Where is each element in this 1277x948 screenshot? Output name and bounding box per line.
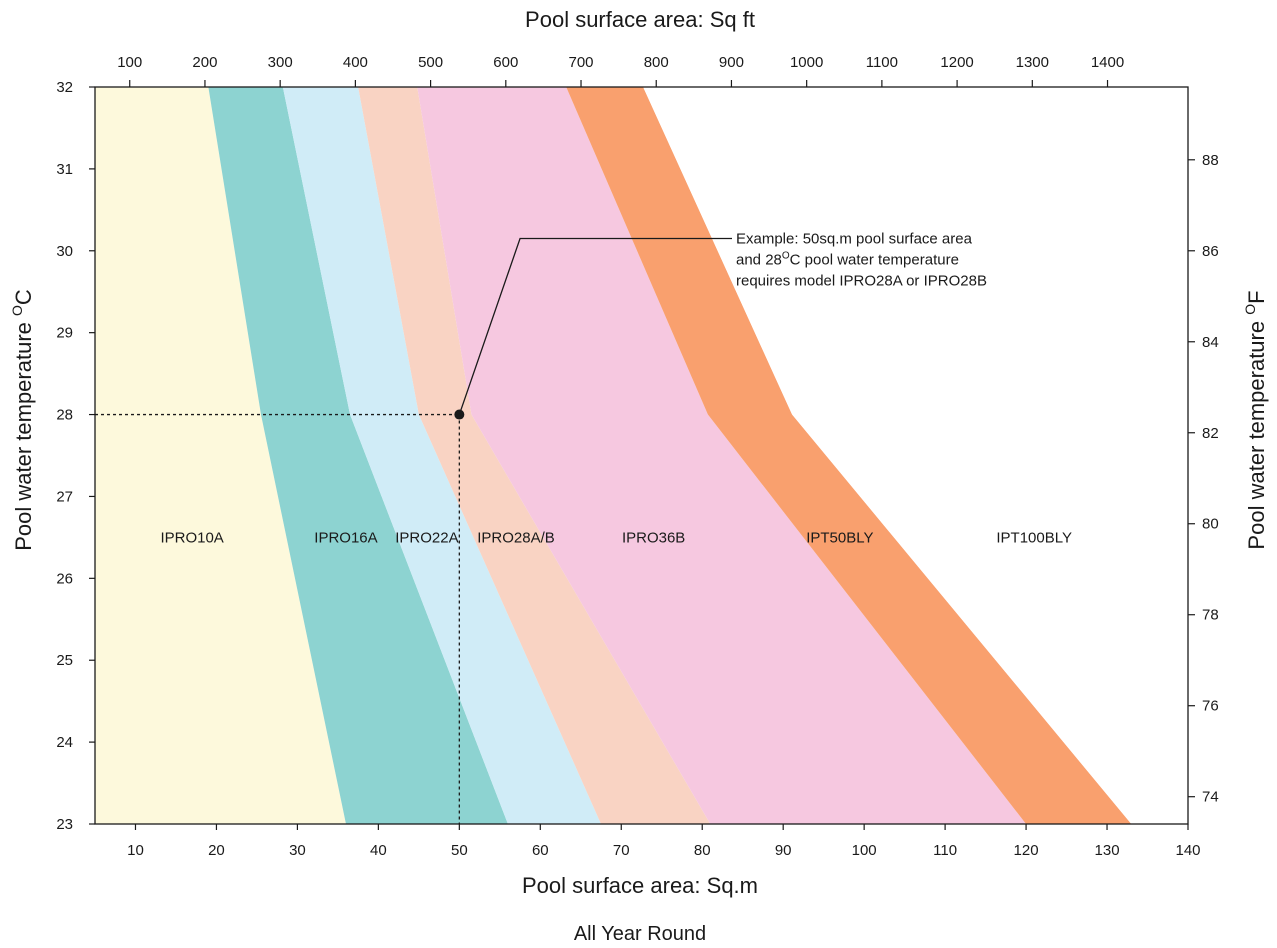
plot-frame	[94, 86, 1189, 825]
x-axis-title: Pool surface area: Sq.m	[522, 873, 758, 898]
chart-caption: All Year Round	[574, 923, 706, 945]
y2-tick-label: 74	[1202, 789, 1219, 806]
x2-tick-label: 1300	[1016, 54, 1049, 71]
y-tick-label: 23	[56, 816, 73, 833]
x2-tick-label: 200	[192, 54, 217, 71]
band-ipt50bly	[566, 87, 1132, 824]
y-tick-label: 26	[56, 570, 73, 587]
y-tick-label: 32	[56, 79, 73, 96]
example-note-superscript: O	[782, 250, 790, 261]
x2-tick-label: 400	[343, 54, 368, 71]
x-tick-label: 10	[127, 842, 144, 859]
x-tick-label: 110	[933, 842, 957, 859]
band-label-ipro16a: IPRO16A	[314, 529, 377, 546]
band-ipt100bly	[643, 87, 1188, 824]
y2-tick-label: 80	[1202, 516, 1219, 533]
x2-tick-label: 500	[418, 54, 443, 71]
y2-tick-label: 76	[1202, 698, 1219, 715]
x2-tick-label: 800	[644, 54, 669, 71]
x2-tick-label: 1200	[940, 54, 973, 71]
x-tick-label: 100	[852, 842, 877, 859]
example-note-text: Example: 50sq.m pool surface area	[736, 230, 973, 247]
band-label-ipt50bly: IPT50BLY	[806, 529, 873, 546]
example-note-text: requires model IPRO28A or IPRO28B	[736, 272, 987, 289]
y-tick-label: 24	[56, 734, 73, 751]
example-annotation: Example: 50sq.m pool surface area and 28O…	[454, 230, 987, 420]
x-tick-label: 20	[208, 842, 225, 859]
x2-tick-label: 1000	[790, 54, 823, 71]
band-label-ipt100bly: IPT100BLY	[996, 529, 1072, 546]
x-tick-label: 40	[370, 842, 387, 859]
band-ipro10a	[95, 87, 346, 824]
band-label-ipro36b: IPRO36B	[622, 529, 685, 546]
y-tick-label: 25	[56, 652, 73, 669]
example-guides	[95, 413, 460, 824]
y-axis-title-text: Pool water temperature	[11, 316, 36, 551]
x2-tick-label: 600	[493, 54, 518, 71]
example-leader-line	[458, 237, 732, 415]
example-note-line: Example: 50sq.m pool surface area	[736, 230, 973, 247]
x2-axis-title: Pool surface area: Sq ft	[525, 7, 755, 32]
y2-axis-unit: F	[1244, 290, 1269, 303]
y2-tick-label: 78	[1202, 607, 1219, 624]
y2-axis-title-text: Pool water temperature	[1244, 315, 1269, 550]
x-tick-label: 30	[289, 842, 306, 859]
x-tick-label: 140	[1175, 842, 1200, 859]
y2-tick-label: 84	[1202, 334, 1219, 351]
example-note-line: requires model IPRO28A or IPRO28B	[736, 272, 987, 289]
x2-tick-label: 1400	[1091, 54, 1124, 71]
y2-axis-unit-superscript: O	[1242, 304, 1258, 315]
x-tick-label: 80	[694, 842, 711, 859]
x2-tick-label: 700	[569, 54, 594, 71]
x2-tick-label: 900	[719, 54, 744, 71]
example-note-text: and 28	[736, 251, 782, 268]
band-label-ipro22a: IPRO22A	[395, 529, 458, 546]
band-ipro22a	[282, 87, 602, 824]
x-tick-label: 50	[451, 842, 468, 859]
y-tick-label: 31	[56, 161, 73, 178]
x-tick-label: 130	[1095, 842, 1120, 859]
x-tick-label: 90	[775, 842, 792, 859]
x2-tick-label: 100	[117, 54, 142, 71]
x-tick-label: 70	[613, 842, 630, 859]
band-ipro16a	[208, 87, 508, 824]
band-ipro28a-b	[358, 87, 711, 824]
y2-axis-title: Pool water temperature OF	[1242, 290, 1269, 549]
y2-tick-label: 86	[1202, 243, 1219, 260]
example-note-line: and 28OC pool water temperature	[736, 250, 959, 268]
y-tick-label: 27	[56, 488, 73, 505]
y-tick-label: 29	[56, 325, 73, 342]
model-bands	[95, 87, 1188, 824]
example-point	[454, 409, 465, 420]
y-axis-title: Pool water temperature OC	[9, 289, 36, 551]
y-tick-label: 28	[56, 407, 73, 424]
x2-tick-label: 300	[268, 54, 293, 71]
example-note-text: C pool water temperature	[790, 251, 959, 268]
band-label-ipro28a-b: IPRO28A/B	[477, 529, 555, 546]
y-axis-unit: C	[11, 289, 36, 305]
band-labels: IPRO10A IPRO16A IPRO22A IPRO28A/B IPRO36B IPT…	[160, 529, 1072, 546]
x2-tick-label: 1100	[866, 54, 898, 71]
y2-tick-label: 88	[1202, 152, 1219, 169]
axis-ticks: 10 20 30 40 50 60 70 80 90 100 110 120 130 140 23 24 25 2…	[56, 54, 1218, 859]
y2-tick-label: 82	[1202, 425, 1219, 442]
band-ipro36b	[417, 87, 1027, 824]
x-tick-label: 60	[532, 842, 549, 859]
y-axis-unit-superscript: O	[9, 305, 25, 316]
x-tick-label: 120	[1014, 842, 1039, 859]
band-label-ipro10a: IPRO10A	[160, 529, 223, 546]
y-tick-label: 30	[56, 243, 73, 260]
